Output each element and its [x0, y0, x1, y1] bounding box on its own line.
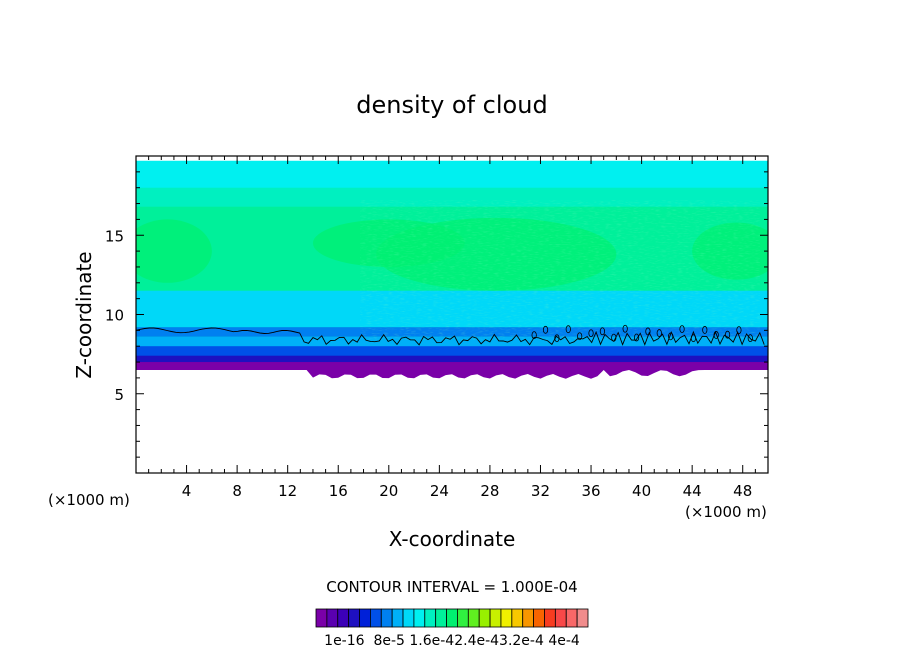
colorbar-swatch	[446, 608, 458, 628]
contour-line	[136, 327, 765, 346]
y-axis-label: Z-coordinate	[72, 251, 96, 378]
colorbar-swatch	[326, 608, 339, 628]
contour-loop	[656, 329, 662, 337]
x-axis-label: X-coordinate	[389, 527, 516, 551]
x-tick-label: 32	[531, 482, 550, 500]
x-tick-label: 24	[430, 482, 449, 500]
contour-loop	[736, 326, 742, 335]
colorbar-swatch	[533, 608, 545, 628]
y-tick-label: 5	[114, 386, 124, 404]
plot-area	[136, 156, 768, 473]
x-unit-left: (×1000 m)	[48, 491, 130, 509]
contour-loop	[645, 327, 651, 336]
contour-loop	[611, 333, 617, 342]
x-tick-label: 44	[683, 482, 702, 500]
y-tick-label: 15	[105, 227, 124, 245]
x-tick-label: 20	[379, 482, 398, 500]
contour-loop	[531, 331, 537, 340]
contour-loop	[668, 332, 674, 341]
contour-loop	[565, 325, 571, 334]
contour-loop	[679, 325, 685, 334]
colorbar-swatch	[359, 608, 371, 628]
chart-title: density of cloud	[356, 91, 547, 119]
x-tick-label: 48	[733, 482, 752, 500]
contour-loop	[690, 334, 697, 343]
contour-loop	[554, 334, 560, 343]
cloud-band-5	[136, 355, 768, 367]
colorbar-swatch	[467, 608, 480, 628]
colorbar-swatch	[544, 608, 556, 628]
colorbar-swatch	[315, 608, 328, 628]
contour-loop	[702, 326, 708, 334]
contour-loop	[633, 333, 640, 342]
colorbar-swatch	[511, 608, 524, 628]
contour-loop	[588, 329, 594, 338]
x-tick-label: 8	[232, 482, 242, 500]
contour-loop	[747, 334, 753, 343]
contour-loop	[599, 327, 606, 336]
colorbar-swatch	[576, 608, 589, 628]
axis-ticks	[135, 155, 769, 474]
colorbar-swatch	[522, 608, 534, 628]
x-tick-label: 12	[278, 482, 297, 500]
x-tick-label: 28	[480, 482, 499, 500]
colorbar-swatch	[565, 608, 578, 628]
colorbar-labels: 1e-16 8e-5 1.6e-42.4e-43.2e-4 4e-4	[324, 633, 580, 649]
colorbar-swatch	[413, 608, 426, 628]
colorbar-swatch	[348, 608, 360, 628]
colorbar-swatch	[402, 608, 415, 628]
x-tick-label: 40	[632, 482, 651, 500]
contour-loop	[622, 324, 628, 333]
colorbar-swatch	[391, 608, 404, 628]
x-tick-label: 4	[182, 482, 192, 500]
colorbar-swatch	[489, 608, 502, 628]
contour-loop	[542, 325, 549, 334]
colorbar-swatch	[457, 608, 469, 628]
colorbar-swatch	[500, 608, 513, 628]
y-tick-label: 10	[105, 307, 124, 325]
contour-wiggles	[531, 324, 753, 343]
colorbar-swatch	[424, 608, 437, 628]
x-tick-labels: 4 8 12 16 20 24 28 32 36 40 44 48	[182, 482, 752, 500]
colorbar-swatch	[369, 608, 382, 628]
cloud-base-edge	[136, 363, 768, 379]
colorbar-swatch	[554, 608, 567, 628]
y-tick-labels: 5 10 15	[105, 227, 124, 404]
cloud-texture	[360, 200, 760, 340]
x-unit-right: (×1000 m)	[685, 503, 767, 521]
contour-loop	[577, 332, 583, 341]
cloud-blob-0	[136, 219, 212, 283]
contour-loop	[724, 330, 731, 339]
x-tick-label: 36	[581, 482, 600, 500]
colorbar	[315, 608, 589, 628]
colorbar-swatch	[380, 608, 393, 628]
contour-interval: CONTOUR INTERVAL = 1.000E-04	[326, 578, 577, 596]
colorbar-swatch	[337, 608, 350, 628]
x-tick-label: 16	[329, 482, 348, 500]
contour-loop	[713, 331, 719, 339]
colorbar-swatch	[478, 608, 491, 628]
colorbar-swatch	[435, 608, 447, 628]
